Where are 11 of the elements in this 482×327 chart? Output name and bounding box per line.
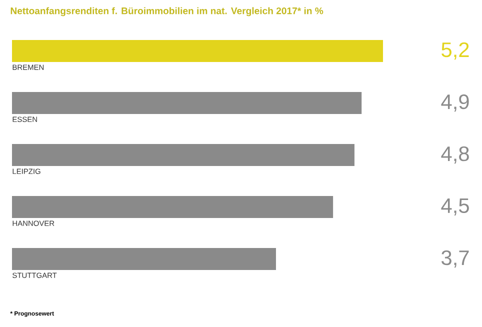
bar <box>12 92 362 114</box>
data-label: 4,9 <box>441 94 469 112</box>
data-label: 3,7 <box>442 250 469 268</box>
data-label: 5,2 <box>442 42 469 60</box>
bar <box>12 196 334 218</box>
data-label: 4,8 <box>441 146 469 164</box>
bar <box>12 248 276 270</box>
bar <box>12 40 383 62</box>
bar <box>12 144 354 166</box>
data-label: 4,5 <box>441 198 469 216</box>
chart-title: Nettoanfangsrenditen f. Büroimmobilien im nat. Vergleich 2017* in % <box>10 7 324 16</box>
